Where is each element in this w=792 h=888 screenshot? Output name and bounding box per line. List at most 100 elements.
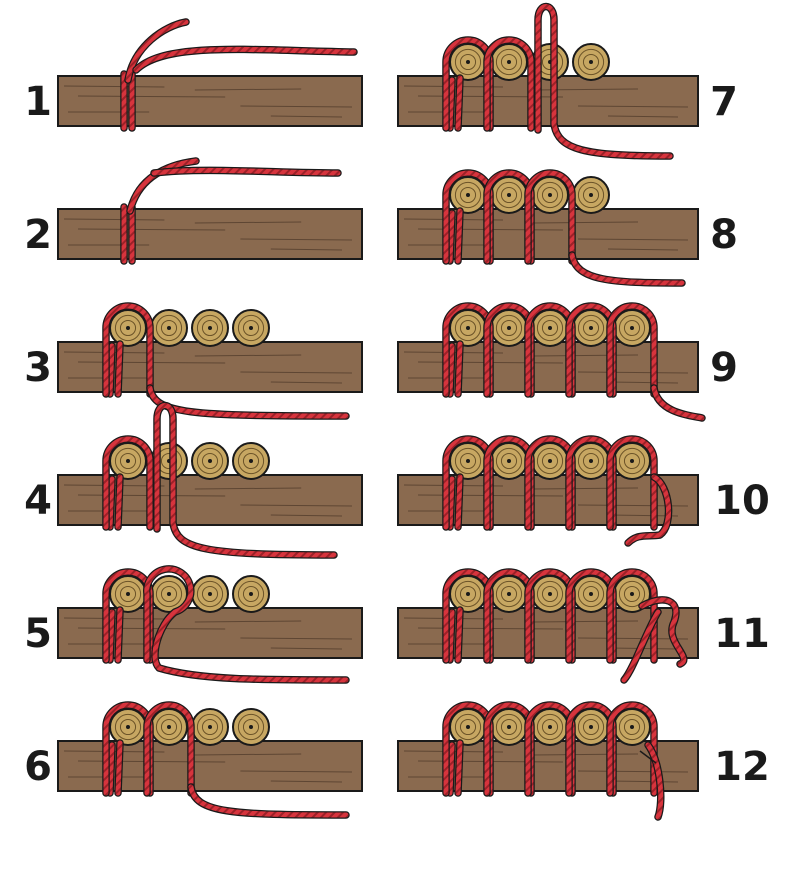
- rope-wrap-twist: [115, 341, 123, 397]
- step-panel-9: 9: [397, 302, 738, 422]
- step-number: 6: [24, 744, 52, 790]
- log-center: [589, 459, 593, 463]
- log-ring: [119, 452, 137, 470]
- log-ring: [459, 53, 477, 71]
- log-ring: [541, 452, 559, 470]
- wood-grain-line: [270, 115, 343, 118]
- wood-grain-line: [270, 647, 343, 650]
- rope-wrap-twist: [455, 474, 463, 530]
- wood-grain-line: [577, 238, 689, 241]
- log-ring: [541, 186, 559, 204]
- log-ring: [618, 447, 646, 475]
- rope-frap-turn-twist: [607, 569, 657, 663]
- step-number: 4: [24, 478, 52, 524]
- timber-spar: [57, 208, 363, 260]
- log-ring: [623, 452, 641, 470]
- log-ring: [242, 585, 260, 603]
- log-center: [548, 193, 552, 197]
- log-ring: [577, 314, 605, 342]
- rope-wrap-twist: [107, 343, 115, 397]
- wood-grain-line: [532, 620, 639, 623]
- timber-spar: [57, 75, 363, 127]
- step-panel-1: 1: [24, 18, 363, 132]
- log-center: [126, 592, 130, 596]
- log-ring: [160, 718, 178, 736]
- rope-running-end-twist: [569, 252, 685, 286]
- rope-running-end-twist: [188, 784, 349, 818]
- rope-loop-twist: [144, 566, 349, 683]
- log-center: [466, 725, 470, 729]
- log-ring: [459, 186, 477, 204]
- log-center: [126, 326, 130, 330]
- rope-frap-turn-twist: [607, 702, 657, 796]
- log-center: [507, 592, 511, 596]
- rope-frap-turn-twist: [103, 303, 153, 397]
- wood-grain-line: [607, 780, 679, 783]
- log-ring: [618, 580, 646, 608]
- wood-grain-line: [532, 354, 639, 357]
- log-ring: [237, 447, 265, 475]
- log-ring: [582, 186, 600, 204]
- log-ring: [536, 181, 564, 209]
- log-ring: [536, 314, 564, 342]
- log-center: [466, 592, 470, 596]
- wood-grain-line: [577, 371, 689, 374]
- knot-mark: [639, 750, 657, 764]
- wood-grain-line: [240, 371, 353, 374]
- rope-wrap-twist: [447, 609, 455, 663]
- log-ring: [119, 319, 137, 337]
- rope-wrap-twist: [447, 476, 455, 530]
- log-ring: [582, 319, 600, 337]
- log-ring: [541, 718, 559, 736]
- log-ring: [201, 452, 219, 470]
- step-panel-7: 7: [397, 2, 738, 160]
- wood-grain-line: [194, 354, 302, 357]
- wood-grain-line: [607, 248, 679, 251]
- log-ring: [454, 447, 482, 475]
- rope-wrap-twist: [107, 476, 115, 530]
- rope-running-end-twist: [125, 19, 189, 83]
- rope-frap-turn-twist: [525, 170, 575, 264]
- log-center: [208, 592, 212, 596]
- wood-grain-line: [240, 770, 353, 773]
- wood-grain-line: [532, 221, 639, 224]
- log-center: [466, 60, 470, 64]
- log-ring: [201, 319, 219, 337]
- wood-grain-line: [240, 504, 353, 507]
- wood-grain-line: [240, 637, 353, 640]
- step-number: 5: [24, 611, 52, 657]
- rope-wrap-twist: [455, 75, 463, 131]
- rope-loop-twist: [154, 403, 337, 558]
- log-center: [589, 592, 593, 596]
- rope-wrap-twist: [455, 740, 463, 796]
- log-ring: [155, 580, 183, 608]
- log-center: [167, 725, 171, 729]
- log-center: [507, 725, 511, 729]
- log-ring: [577, 48, 605, 76]
- log-ring: [495, 48, 523, 76]
- wood-grain-line: [607, 115, 679, 118]
- log-ring: [495, 314, 523, 342]
- log-ring: [155, 713, 183, 741]
- log-center: [548, 592, 552, 596]
- step-number: 7: [710, 79, 738, 125]
- wood-grain-line: [194, 620, 302, 623]
- log-ring: [500, 585, 518, 603]
- log-center: [630, 725, 634, 729]
- log-center: [507, 193, 511, 197]
- log-ring: [201, 585, 219, 603]
- log-center: [589, 193, 593, 197]
- log-ring: [536, 713, 564, 741]
- log-center: [630, 592, 634, 596]
- log-center: [208, 725, 212, 729]
- log-center: [466, 326, 470, 330]
- log-center: [466, 193, 470, 197]
- log-center: [507, 326, 511, 330]
- step-number: 9: [710, 345, 738, 391]
- rope-wrap-twist: [455, 208, 463, 264]
- log-ring: [459, 319, 477, 337]
- step-panel-5: 5: [24, 565, 363, 684]
- wood-grain-line: [577, 105, 689, 108]
- rope-wrap-twist: [455, 607, 463, 663]
